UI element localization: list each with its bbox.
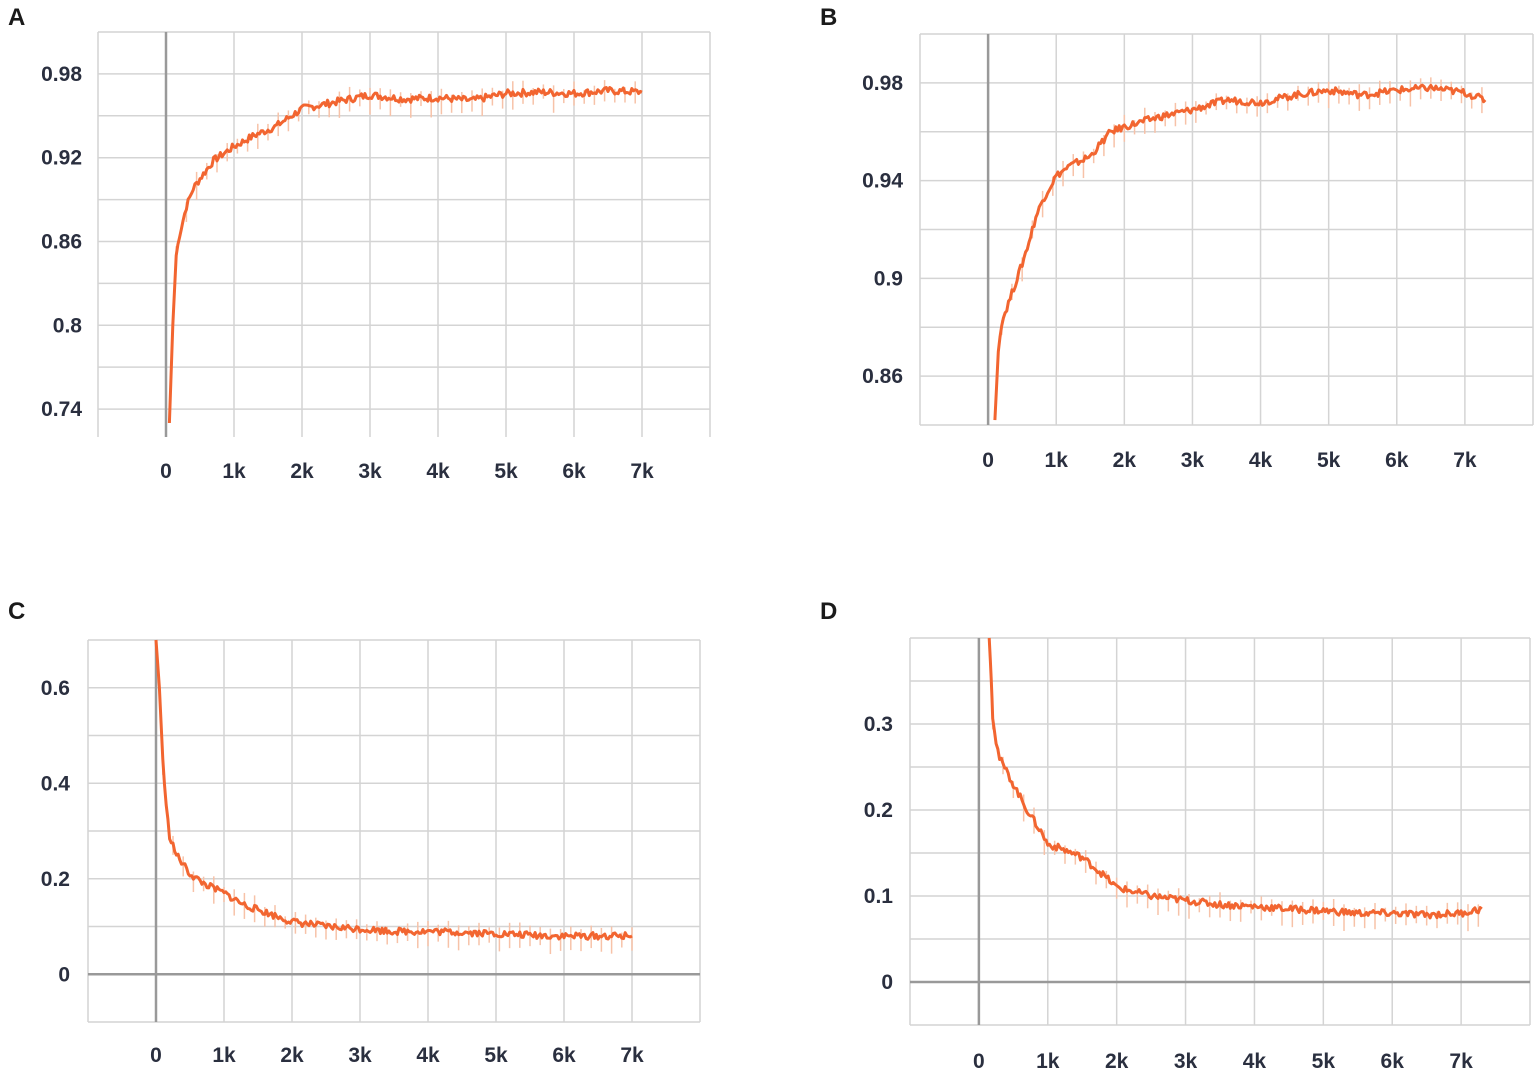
chart-b: 0.86 0.9 0.94 0.98 0 1k 2k 3k 4k 5k 6k 7k (862, 33, 1534, 472)
panel-label-a: A (8, 4, 26, 31)
panel-label-b: B (820, 4, 838, 31)
x-tick-label: 4k (1243, 1050, 1267, 1070)
y-tick-label: 0.94 (862, 170, 903, 193)
x-tick-label: 1k (1036, 1050, 1060, 1070)
y-tick-label: 0.6 (41, 677, 70, 700)
x-tick-label: 7k (630, 460, 654, 483)
y-tick-label: 0.86 (862, 365, 903, 388)
chart-d: 0 0.1 0.2 0.3 0 1k 2k 3k 4k 5k 6k 7k (864, 637, 1531, 1070)
x-tick-label: 2k (290, 460, 314, 483)
x-tick-label: 6k (1385, 449, 1409, 472)
series-line (154, 639, 633, 941)
x-tick-label: 4k (416, 1044, 440, 1067)
panel-label-c: C (8, 598, 26, 625)
y-tick-label: 0.2 (41, 868, 70, 891)
x-tick-label: 6k (1381, 1050, 1405, 1070)
panel-label-d: D (820, 598, 838, 625)
y-tick-label: 0 (58, 963, 70, 986)
grid-lines (88, 639, 701, 1023)
y-tick-label: 0.2 (864, 799, 893, 822)
y-tick-label: 0.4 (41, 772, 71, 795)
y-tick-label: 0.3 (864, 713, 893, 736)
x-tick-label: 3k (348, 1044, 372, 1067)
y-tick-label: 0 (881, 971, 893, 994)
x-tick-label: 0 (982, 449, 994, 472)
y-tick-label: 0.74 (41, 398, 82, 421)
y-tick-label: 0.92 (41, 147, 82, 170)
chart-c: 0 0.2 0.4 0.6 0 1k 2k 3k 4k 5k 6k 7k (41, 639, 701, 1067)
x-tick-label: 2k (1113, 449, 1137, 472)
x-tick-label: 1k (222, 460, 246, 483)
series-line (993, 83, 1487, 421)
series-line (167, 86, 643, 424)
series-raw (991, 712, 1480, 932)
series-raw (175, 80, 636, 272)
x-tick-label: 0 (973, 1050, 985, 1070)
x-tick-label: 2k (280, 1044, 304, 1067)
x-tick-label: 6k (552, 1044, 576, 1067)
x-tick-label: 5k (1312, 1050, 1336, 1070)
series-line (987, 637, 1483, 920)
x-tick-label: 5k (494, 460, 518, 483)
y-tick-label: 0.98 (862, 72, 903, 95)
y-tick-label: 0.98 (41, 63, 82, 86)
x-tick-label: 3k (1181, 449, 1205, 472)
y-tick-label: 0.1 (864, 885, 894, 908)
x-tick-label: 6k (562, 460, 586, 483)
x-tick-label: 4k (426, 460, 450, 483)
x-tick-label: 2k (1105, 1050, 1129, 1070)
x-tick-label: 0 (150, 1044, 162, 1067)
series-raw (162, 749, 633, 955)
x-tick-label: 3k (1174, 1050, 1198, 1070)
x-tick-label: 4k (1249, 449, 1273, 472)
x-tick-label: 0 (160, 460, 172, 483)
chart-a: 0.74 0.8 0.86 0.92 0.98 0 1k 2k 3k 4k 5k 6k 7k (41, 31, 711, 483)
x-tick-label: 5k (1317, 449, 1341, 472)
x-tick-label: 5k (484, 1044, 508, 1067)
x-tick-label: 1k (1045, 449, 1069, 472)
grid-lines (910, 637, 1531, 1026)
x-tick-label: 7k (1453, 449, 1477, 472)
x-tick-label: 7k (620, 1044, 644, 1067)
y-tick-label: 0.86 (41, 230, 82, 253)
x-tick-label: 7k (1449, 1050, 1473, 1070)
y-tick-label: 0.8 (53, 314, 83, 337)
x-tick-label: 3k (358, 460, 382, 483)
series-raw (1000, 77, 1483, 335)
y-tick-label: 0.9 (874, 267, 903, 290)
x-tick-label: 1k (212, 1044, 236, 1067)
